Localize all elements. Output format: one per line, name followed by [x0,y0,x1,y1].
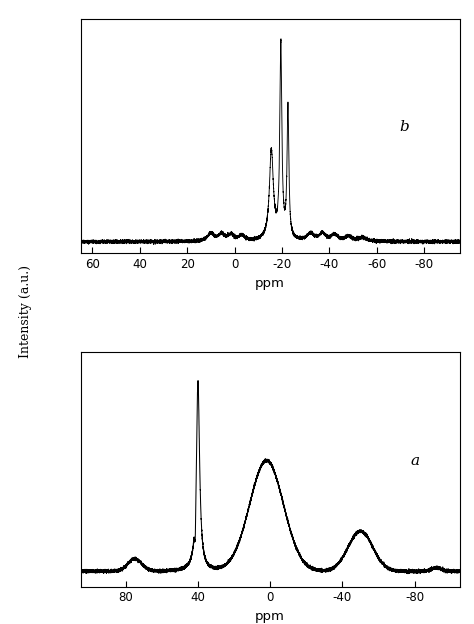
Text: a: a [410,454,419,467]
X-axis label: ppm: ppm [255,277,285,290]
X-axis label: ppm: ppm [255,610,285,623]
Text: b: b [399,120,409,134]
Text: Intensity (a.u.): Intensity (a.u.) [19,265,32,359]
